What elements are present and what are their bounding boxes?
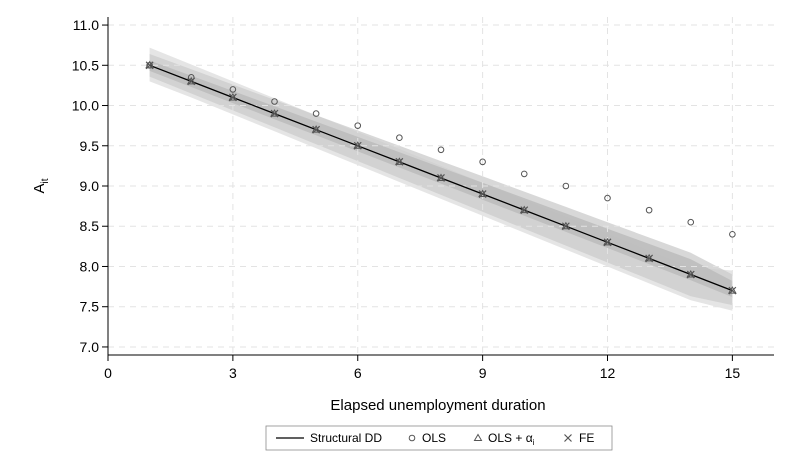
fe-point-14 xyxy=(728,286,737,295)
tick-labels: 0 3 6 9 12 15 7.0 7.5 8.0 8.5 9.0 9.5 10.0 10.5 11.0 xyxy=(72,17,741,381)
fe-point-10 xyxy=(561,222,570,231)
legend: Structural DD OLS OLS + αi FE xyxy=(265,425,613,451)
fe-point-11 xyxy=(603,238,612,247)
x-axis-title: Elapsed unemployment duration xyxy=(330,397,545,414)
ols-point-6 xyxy=(396,134,403,142)
fe-point-0 xyxy=(145,61,154,70)
legend-label-ols-alpha-main: OLS + α xyxy=(488,431,533,445)
ols-point-14 xyxy=(729,230,736,238)
fe-point-6 xyxy=(395,157,404,166)
y-axis-title: Ait xyxy=(31,178,51,193)
x-tick-label-5: 15 xyxy=(725,365,741,381)
fe-point-7 xyxy=(437,174,445,182)
y-tick-label-0: 7.0 xyxy=(80,339,100,355)
y-tick-label-5: 9.5 xyxy=(80,138,100,154)
ols-point-12 xyxy=(645,206,653,214)
legend-key-ols-alpha xyxy=(473,433,483,441)
legend-label-ols-alpha: OLS + αi xyxy=(488,431,535,447)
legend-label-ols-alpha-sub: i xyxy=(533,438,535,447)
x-tick-label-3: 9 xyxy=(479,365,487,381)
ols-point-9 xyxy=(520,170,528,178)
ols-alpha-point-0 xyxy=(145,60,154,69)
ols-alpha-point-12 xyxy=(644,253,654,262)
fe-point-12 xyxy=(645,254,654,263)
legend-label-ols: OLS xyxy=(422,431,446,445)
ols-alpha-point-7 xyxy=(436,173,446,181)
ols-alpha-point-4 xyxy=(311,125,321,133)
series-markers xyxy=(145,60,737,295)
legend-key-fe xyxy=(564,434,572,442)
ols-point-7 xyxy=(437,146,445,154)
ols-alpha-point-1 xyxy=(186,76,196,85)
ols-alpha-point-14 xyxy=(728,286,737,294)
ols-point-13 xyxy=(687,218,695,226)
confidence-bands xyxy=(149,47,733,311)
y-tick-label-4: 9.0 xyxy=(80,178,100,194)
ols-alpha-point-3 xyxy=(270,109,279,117)
ols-alpha-point-13 xyxy=(686,270,696,278)
ols-point-2 xyxy=(229,86,237,93)
fe-point-13 xyxy=(686,270,695,279)
fe-point-4 xyxy=(312,125,321,134)
ols-alpha-point-5 xyxy=(353,141,363,149)
legend-key-ols xyxy=(408,434,416,442)
ols-alpha-point-8 xyxy=(478,189,487,198)
ols-point-4 xyxy=(312,110,320,117)
y-axis-title-main: A xyxy=(31,183,48,193)
legend-label-structural-dd: Structural DD xyxy=(310,431,382,445)
x-tick-label-2: 6 xyxy=(354,365,362,381)
fe-point-1 xyxy=(187,77,196,86)
fe-point-8 xyxy=(478,190,487,198)
fe-point-5 xyxy=(353,141,362,150)
ols-point-8 xyxy=(479,158,486,166)
y-tick-label-3: 8.5 xyxy=(80,218,100,234)
x-tick-label-4: 12 xyxy=(600,365,616,381)
ols-point-5 xyxy=(354,122,362,129)
ols-alpha-point-2 xyxy=(228,92,238,101)
ols-point-1 xyxy=(187,74,195,81)
y-axis-title-sub: it xyxy=(40,178,51,183)
y-tick-label-8: 11.0 xyxy=(73,17,99,33)
fe-point-3 xyxy=(270,109,279,118)
ols-point-3 xyxy=(271,98,278,105)
y-tick-label-1: 7.5 xyxy=(80,299,100,315)
grid-lines xyxy=(107,17,774,355)
y-tick-label-7: 10.5 xyxy=(72,57,99,73)
ols-alpha-point-6 xyxy=(395,157,404,165)
x-tick-label-1: 3 xyxy=(229,365,237,381)
x-tick-label-0: 0 xyxy=(104,365,112,381)
ols-alpha-point-9 xyxy=(519,205,529,214)
ols-alpha-point-11 xyxy=(603,237,612,246)
ols-point-11 xyxy=(604,194,611,202)
ols-alpha-point-10 xyxy=(561,221,571,230)
fe-point-2 xyxy=(228,93,237,102)
y-tick-label-6: 10.0 xyxy=(72,98,99,114)
legend-box xyxy=(265,425,613,451)
fe-point-9 xyxy=(520,206,529,215)
ols-point-10 xyxy=(562,182,570,190)
y-tick-label-2: 8.0 xyxy=(80,258,100,274)
legend-label-fe: FE xyxy=(579,431,594,445)
